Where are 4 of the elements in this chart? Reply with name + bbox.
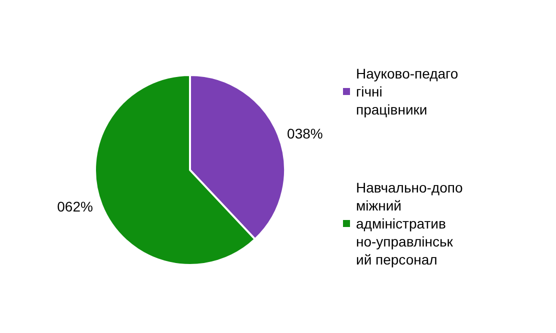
legend-label: Науково-педагогічні працівники [356,66,458,118]
legend-label: Навчально-допоміжний адміністративно-управлінський персонал [356,180,463,268]
data-label: 038% [287,126,323,142]
data-label: 062% [57,198,93,214]
